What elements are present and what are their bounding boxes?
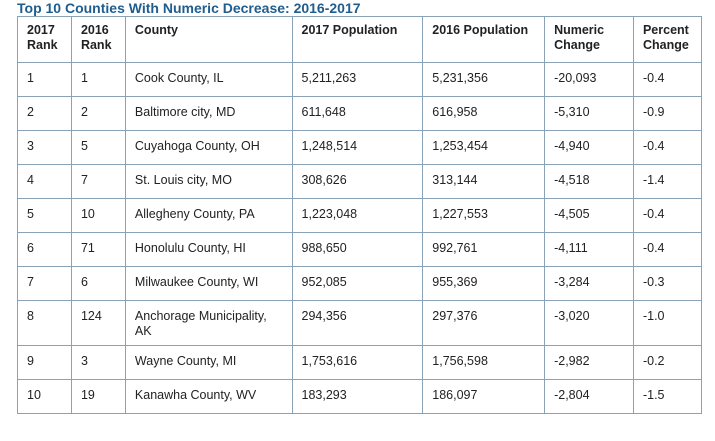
cell-county: Allegheny County, PA: [124, 198, 293, 233]
cell-percent-change: -0.4: [632, 198, 703, 233]
cell-county: Kanawha County, WV: [124, 379, 293, 414]
cell-population-2017: 611,648: [291, 96, 424, 131]
table-row: 5 10 Allegheny County, PA 1,223,048 1,22…: [17, 198, 703, 233]
header-numeric-change: Numeric Change: [544, 16, 634, 63]
cell-percent-change: -0.4: [632, 130, 703, 165]
table-row: 6 71 Honolulu County, HI 988,650 992,761…: [17, 232, 703, 267]
cell-population-2017: 1,753,616: [291, 345, 424, 380]
cell-numeric-change: -2,982: [544, 345, 634, 380]
cell-rank-2017: 6: [17, 232, 72, 267]
header-population-2016: 2016 Population: [422, 16, 546, 63]
cell-numeric-change: -4,505: [544, 198, 634, 233]
cell-population-2017: 1,248,514: [291, 130, 424, 165]
cell-numeric-change: -3,020: [544, 300, 634, 346]
table-row: 3 5 Cuyahoga County, OH 1,248,514 1,253,…: [17, 130, 703, 165]
cell-county: Cook County, IL: [124, 62, 293, 97]
cell-numeric-change: -5,310: [544, 96, 634, 131]
cell-rank-2017: 1: [17, 62, 72, 97]
cell-population-2017: 988,650: [291, 232, 424, 267]
cell-population-2016: 297,376: [422, 300, 546, 346]
cell-population-2017: 5,211,263: [291, 62, 424, 97]
cell-county: Anchorage Municipality, AK: [124, 300, 293, 346]
cell-county: Baltimore city, MD: [124, 96, 293, 131]
cell-rank-2016: 1: [70, 62, 126, 97]
cell-population-2016: 5,231,356: [422, 62, 546, 97]
cell-rank-2017: 2: [17, 96, 72, 131]
cell-percent-change: -1.4: [632, 164, 703, 199]
cell-percent-change: -0.4: [632, 232, 703, 267]
cell-numeric-change: -4,111: [544, 232, 634, 267]
cell-rank-2016: 7: [70, 164, 126, 199]
cell-percent-change: -0.9: [632, 96, 703, 131]
cell-rank-2017: 8: [17, 300, 72, 346]
table-row: 8 124 Anchorage Municipality, AK 294,356…: [17, 300, 703, 346]
header-county: County: [124, 16, 293, 63]
cell-rank-2016: 6: [70, 266, 126, 301]
cell-percent-change: -1.0: [632, 300, 703, 346]
header-population-2017: 2017 Population: [291, 16, 424, 63]
cell-rank-2017: 3: [17, 130, 72, 165]
cell-rank-2016: 19: [70, 379, 126, 414]
header-percent-change: Percent Change: [632, 16, 703, 63]
cell-percent-change: -0.4: [632, 62, 703, 97]
table-row: 9 3 Wayne County, MI 1,753,616 1,756,598…: [17, 345, 703, 380]
counties-table: 2017 Rank 2016 Rank County 2017 Populati…: [17, 16, 703, 414]
cell-rank-2016: 2: [70, 96, 126, 131]
cell-population-2016: 616,958: [422, 96, 546, 131]
cell-rank-2017: 7: [17, 266, 72, 301]
cell-percent-change: -0.2: [632, 345, 703, 380]
cell-numeric-change: -2,804: [544, 379, 634, 414]
cell-population-2017: 952,085: [291, 266, 424, 301]
cell-numeric-change: -20,093: [544, 62, 634, 97]
cell-rank-2017: 9: [17, 345, 72, 380]
cell-percent-change: -1.5: [632, 379, 703, 414]
header-rank-2016: 2016 Rank: [70, 16, 126, 63]
table-row: 2 2 Baltimore city, MD 611,648 616,958 -…: [17, 96, 703, 131]
cell-rank-2016: 3: [70, 345, 126, 380]
cell-county: Wayne County, MI: [124, 345, 293, 380]
cell-population-2017: 183,293: [291, 379, 424, 414]
table-row: 7 6 Milwaukee County, WI 952,085 955,369…: [17, 266, 703, 301]
cell-county: Cuyahoga County, OH: [124, 130, 293, 165]
cell-population-2016: 313,144: [422, 164, 546, 199]
cell-county: St. Louis city, MO: [124, 164, 293, 199]
cell-population-2016: 1,756,598: [422, 345, 546, 380]
table-row: 4 7 St. Louis city, MO 308,626 313,144 -…: [17, 164, 703, 199]
table-row: 10 19 Kanawha County, WV 183,293 186,097…: [17, 379, 703, 414]
cell-population-2016: 186,097: [422, 379, 546, 414]
header-rank-2017: 2017 Rank: [17, 16, 72, 63]
cell-numeric-change: -3,284: [544, 266, 634, 301]
cell-rank-2017: 10: [17, 379, 72, 414]
cell-rank-2017: 4: [17, 164, 72, 199]
table-row: 1 1 Cook County, IL 5,211,263 5,231,356 …: [17, 62, 703, 97]
header-row: 2017 Rank 2016 Rank County 2017 Populati…: [17, 16, 703, 63]
cell-population-2016: 1,253,454: [422, 130, 546, 165]
cell-population-2016: 1,227,553: [422, 198, 546, 233]
cell-population-2017: 1,223,048: [291, 198, 424, 233]
cell-numeric-change: -4,940: [544, 130, 634, 165]
cell-rank-2016: 71: [70, 232, 126, 267]
cell-rank-2017: 5: [17, 198, 72, 233]
cell-rank-2016: 10: [70, 198, 126, 233]
cell-percent-change: -0.3: [632, 266, 703, 301]
table-title: Top 10 Counties With Numeric Decrease: 2…: [17, 0, 361, 16]
cell-population-2017: 294,356: [291, 300, 424, 346]
cell-population-2016: 955,369: [422, 266, 546, 301]
cell-rank-2016: 124: [70, 300, 126, 346]
cell-county: Milwaukee County, WI: [124, 266, 293, 301]
cell-population-2017: 308,626: [291, 164, 424, 199]
cell-numeric-change: -4,518: [544, 164, 634, 199]
cell-rank-2016: 5: [70, 130, 126, 165]
cell-population-2016: 992,761: [422, 232, 546, 267]
cell-county: Honolulu County, HI: [124, 232, 293, 267]
